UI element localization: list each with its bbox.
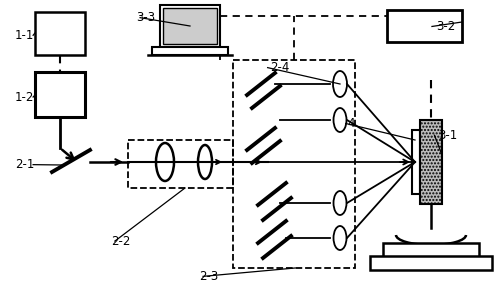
Bar	[420, 120, 442, 204]
Text: 1-2: 1-2	[15, 91, 34, 103]
Bar	[163, 8, 217, 44]
Text: 4: 4	[348, 117, 355, 130]
Ellipse shape	[334, 191, 347, 215]
Ellipse shape	[333, 71, 347, 97]
Bar	[35, 72, 85, 117]
Bar	[370, 256, 492, 270]
Bar	[160, 5, 220, 47]
Text: 2-4: 2-4	[270, 61, 289, 74]
Bar	[387, 10, 462, 42]
Ellipse shape	[198, 145, 212, 179]
Bar	[152, 47, 228, 55]
Bar	[35, 12, 85, 55]
Text: 3-2: 3-2	[436, 20, 455, 33]
Bar	[128, 140, 233, 188]
Ellipse shape	[334, 108, 347, 132]
Text: 2-3: 2-3	[199, 270, 218, 283]
Bar	[412, 130, 420, 194]
Ellipse shape	[156, 143, 174, 181]
Text: 3-3: 3-3	[136, 11, 155, 24]
Text: 2-1: 2-1	[15, 158, 34, 171]
Text: 3-1: 3-1	[438, 129, 458, 142]
Ellipse shape	[334, 226, 347, 250]
Text: 2-2: 2-2	[111, 235, 130, 248]
Bar	[233, 60, 355, 268]
Bar	[383, 243, 479, 261]
Text: 1-1: 1-1	[15, 29, 34, 42]
